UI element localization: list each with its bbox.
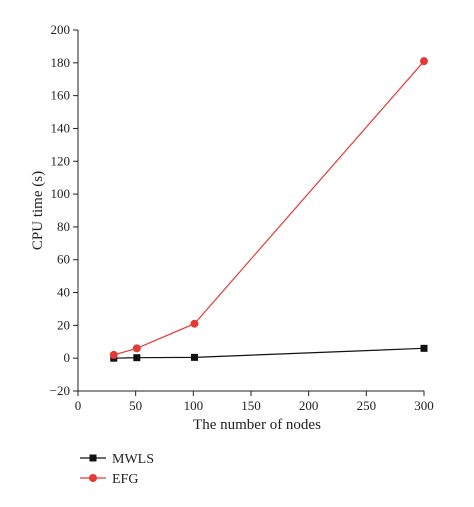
y-tick-label: 40: [57, 285, 70, 300]
data-point-mwls: [190, 353, 198, 361]
y-tick-label: 0: [64, 350, 71, 365]
x-axis-title: The number of nodes: [193, 417, 321, 433]
y-tick-label: 120: [51, 153, 71, 168]
y-tick-label: 100: [51, 186, 71, 201]
x-tick-label: 250: [357, 398, 377, 413]
x-tick-label: 50: [129, 398, 142, 413]
plot-area: [109, 57, 428, 362]
legend-marker-efg: [89, 474, 97, 482]
y-tick-label: −20: [50, 383, 70, 398]
data-point-mwls: [420, 344, 428, 352]
legend-label-mwls: MWLS: [112, 452, 154, 467]
axes: −20 0 20 40 60 80 100 120 140 160 180 200 0 50 100 150 2…: [50, 22, 434, 413]
data-point-efg: [132, 344, 141, 353]
data-point-efg: [190, 319, 199, 328]
x-tick-label: 150: [241, 398, 261, 413]
y-tick-label: 60: [57, 252, 70, 267]
y-axis-title: CPU time (s): [30, 171, 46, 250]
legend: MWLS EFG: [80, 452, 154, 487]
data-point-efg: [109, 350, 118, 359]
x-tick-label: 300: [414, 398, 434, 413]
x-tick-label: 0: [75, 398, 82, 413]
y-tick-label: 140: [51, 120, 71, 135]
data-point-mwls: [133, 354, 141, 362]
series-line-efg: [113, 60, 425, 356]
x-tick-label: 200: [299, 398, 319, 413]
legend-marker-mwls: [89, 454, 97, 462]
series-line-mwls: [113, 347, 425, 359]
data-point-efg: [420, 57, 428, 66]
y-tick-label: 200: [51, 22, 71, 37]
y-tick-label: 80: [57, 219, 70, 234]
y-tick-label: 160: [51, 88, 71, 103]
y-tick-label: 20: [57, 317, 70, 332]
y-tick-label: 180: [51, 55, 71, 70]
legend-label-efg: EFG: [112, 472, 138, 487]
x-tick-label: 100: [184, 398, 204, 413]
